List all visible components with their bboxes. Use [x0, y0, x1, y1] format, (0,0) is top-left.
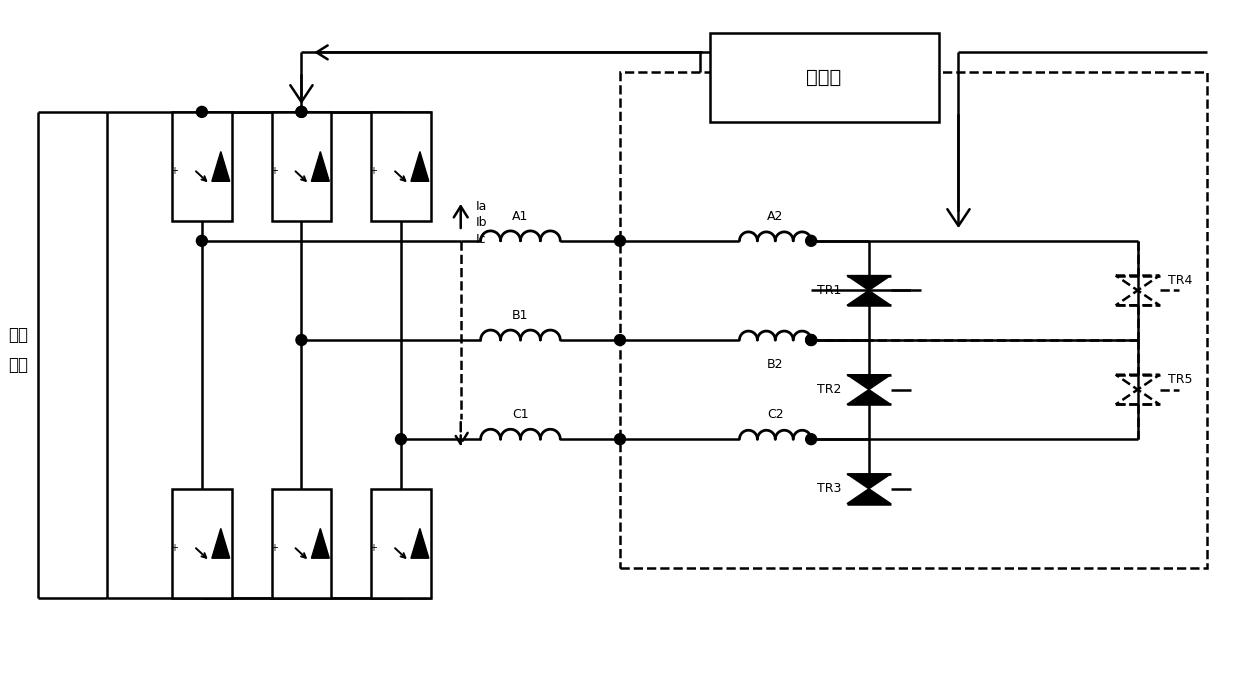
Text: TR3: TR3	[817, 482, 841, 495]
Bar	[172, 112, 232, 221]
Text: B2: B2	[768, 358, 784, 371]
Text: A2: A2	[768, 209, 784, 222]
Circle shape	[806, 235, 817, 246]
Text: 控制器: 控制器	[806, 68, 842, 86]
Circle shape	[615, 335, 625, 345]
Bar	[620, 72, 1208, 568]
Circle shape	[296, 335, 308, 345]
Bar	[371, 489, 430, 598]
Circle shape	[806, 335, 817, 345]
Text: +: +	[170, 543, 179, 554]
Text: B1: B1	[512, 309, 528, 322]
Text: +: +	[370, 543, 377, 554]
Polygon shape	[410, 528, 429, 558]
Bar	[272, 489, 331, 598]
Circle shape	[196, 235, 207, 246]
Polygon shape	[212, 528, 229, 558]
Text: C1: C1	[512, 408, 528, 421]
Polygon shape	[847, 275, 890, 290]
Polygon shape	[311, 152, 330, 182]
Polygon shape	[311, 528, 330, 558]
Text: TR2: TR2	[817, 383, 841, 396]
Circle shape	[196, 107, 207, 118]
Circle shape	[296, 107, 308, 118]
Polygon shape	[847, 375, 890, 390]
Bar	[172, 489, 232, 598]
Circle shape	[615, 235, 625, 246]
Text: C2: C2	[768, 408, 784, 421]
Circle shape	[396, 434, 407, 445]
Text: A1: A1	[512, 209, 528, 222]
Text: +: +	[370, 167, 377, 176]
Circle shape	[615, 434, 625, 445]
Text: TR1: TR1	[817, 284, 841, 297]
Text: TR4: TR4	[1168, 274, 1192, 287]
Text: +: +	[170, 167, 179, 176]
Text: Ib: Ib	[476, 216, 487, 229]
Polygon shape	[847, 489, 890, 504]
Circle shape	[806, 434, 817, 445]
Bar	[371, 112, 430, 221]
Circle shape	[806, 335, 817, 345]
Polygon shape	[410, 152, 429, 182]
Text: TR5: TR5	[1168, 373, 1192, 386]
Polygon shape	[847, 474, 890, 489]
Text: Ic: Ic	[476, 233, 486, 246]
Text: +: +	[269, 543, 278, 554]
Text: +: +	[269, 167, 278, 176]
Bar	[709, 33, 939, 122]
Text: 直流
母线: 直流 母线	[7, 326, 27, 373]
Polygon shape	[847, 290, 890, 305]
Polygon shape	[847, 390, 890, 405]
Text: Ia: Ia	[476, 200, 487, 213]
Circle shape	[296, 107, 308, 118]
Polygon shape	[212, 152, 229, 182]
Bar	[272, 112, 331, 221]
